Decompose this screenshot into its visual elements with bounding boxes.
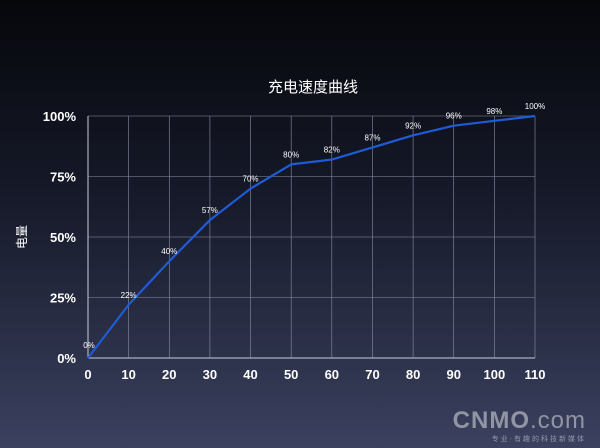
y-tick-label: 100% xyxy=(43,109,77,124)
series-line xyxy=(87,114,536,359)
data-label: 98% xyxy=(486,107,502,116)
watermark-logo: CNMO.com xyxy=(453,408,586,434)
data-label: 40% xyxy=(161,247,177,256)
x-tick-label: 0 xyxy=(84,367,91,382)
watermark-logo-main: CNMO xyxy=(452,407,530,434)
data-label: 96% xyxy=(446,112,462,121)
watermark-logo-dot: .com xyxy=(529,407,586,434)
grid-lines xyxy=(88,115,536,358)
x-tick-label: 100 xyxy=(484,367,506,382)
x-tick-label: 30 xyxy=(203,367,217,382)
series-lines xyxy=(87,114,536,359)
data-label: 80% xyxy=(283,150,299,159)
data-labels: 0% 22% 40% 57% 70% 80% 82% 87% 92% 96% 98% 100% xyxy=(83,102,545,350)
data-label: 92% xyxy=(405,121,421,130)
x-tick-label: 90 xyxy=(446,367,460,382)
x-tick-label: 60 xyxy=(325,367,339,382)
y-tick-label: 25% xyxy=(50,291,76,306)
data-label: 70% xyxy=(243,175,259,184)
x-tick-label: 10 xyxy=(121,367,135,382)
x-tick-label: 50 xyxy=(284,367,298,382)
chart-title: 充电速度曲线 xyxy=(268,78,358,96)
x-tick-label: 40 xyxy=(243,367,257,382)
x-tick-label: 110 xyxy=(525,367,546,382)
data-label: 87% xyxy=(364,133,380,142)
data-label: 82% xyxy=(324,146,340,155)
data-label: 100% xyxy=(525,102,545,111)
y-axis-label: 电量 xyxy=(15,225,29,249)
axes xyxy=(87,116,535,359)
x-tick-label: 80 xyxy=(406,367,420,382)
watermark-slogan: 专业·有趣的科技新媒体 xyxy=(491,435,586,443)
x-tick-label: 20 xyxy=(162,367,176,382)
x-tick-label: 70 xyxy=(365,367,379,382)
cnmo-watermark: CNMO.com 专业·有趣的科技新媒体 xyxy=(453,408,586,444)
data-label: 22% xyxy=(121,291,137,300)
data-label: 0% xyxy=(83,341,95,350)
y-tick-label: 50% xyxy=(50,230,76,245)
y-tick-label: 75% xyxy=(50,170,76,185)
tick-labels: 0% 25% 50% 75% 100% 0 10 20 30 40 50 60 70 80 90 100 110 xyxy=(43,109,546,382)
data-label: 57% xyxy=(202,206,218,215)
y-tick-label: 0% xyxy=(57,351,76,366)
